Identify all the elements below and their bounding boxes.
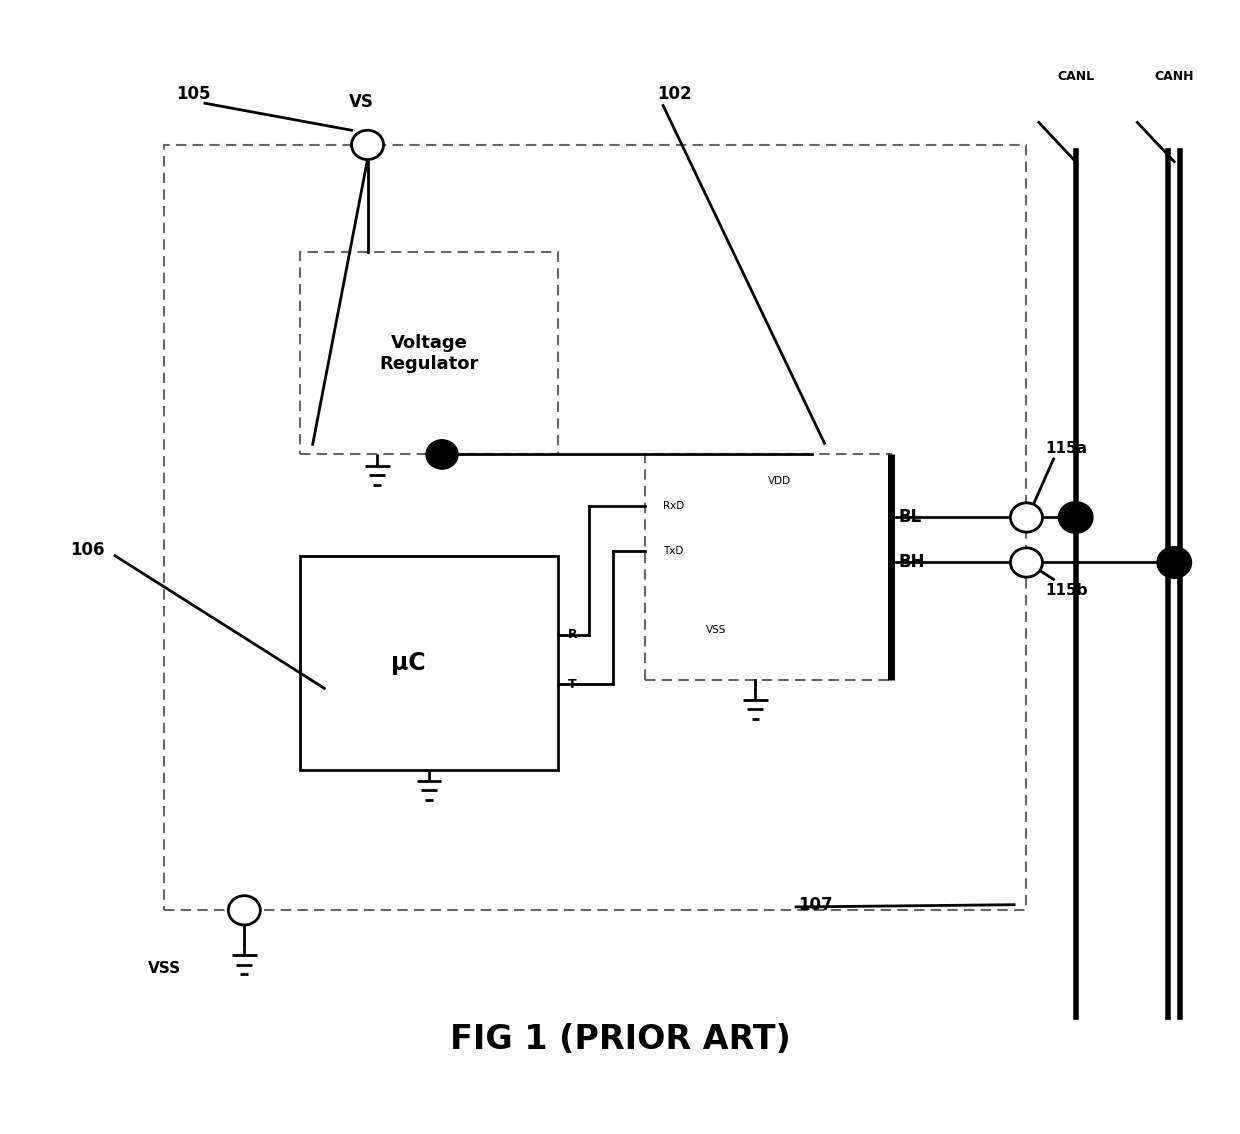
Circle shape <box>1059 501 1092 533</box>
Text: R: R <box>568 628 578 642</box>
Text: VSS: VSS <box>707 625 727 635</box>
Text: VDD: VDD <box>768 476 791 486</box>
FancyBboxPatch shape <box>300 556 558 770</box>
Text: CANH: CANH <box>1154 70 1194 83</box>
Text: 105: 105 <box>176 85 211 103</box>
Text: VSS: VSS <box>148 960 181 976</box>
Text: BL: BL <box>898 508 921 526</box>
Text: BH: BH <box>898 553 925 572</box>
Text: CANL: CANL <box>1058 70 1094 83</box>
Circle shape <box>1011 502 1043 532</box>
Text: 107: 107 <box>799 896 833 914</box>
Text: T: T <box>568 678 577 691</box>
Text: TxD: TxD <box>663 547 683 557</box>
Text: FIG 1 (PRIOR ART): FIG 1 (PRIOR ART) <box>450 1023 790 1056</box>
Text: 115a: 115a <box>1045 441 1087 456</box>
Text: 102: 102 <box>657 85 692 103</box>
Circle shape <box>228 896 260 925</box>
Circle shape <box>1157 547 1192 578</box>
Text: µC: µC <box>391 651 425 675</box>
Text: VS: VS <box>348 93 373 111</box>
Text: Voltage
Regulator: Voltage Regulator <box>379 333 479 373</box>
Text: 115b: 115b <box>1045 583 1087 598</box>
Text: 106: 106 <box>71 541 105 559</box>
Circle shape <box>351 130 383 160</box>
Circle shape <box>1011 548 1043 577</box>
Circle shape <box>427 440 458 469</box>
Text: RxD: RxD <box>663 501 684 511</box>
